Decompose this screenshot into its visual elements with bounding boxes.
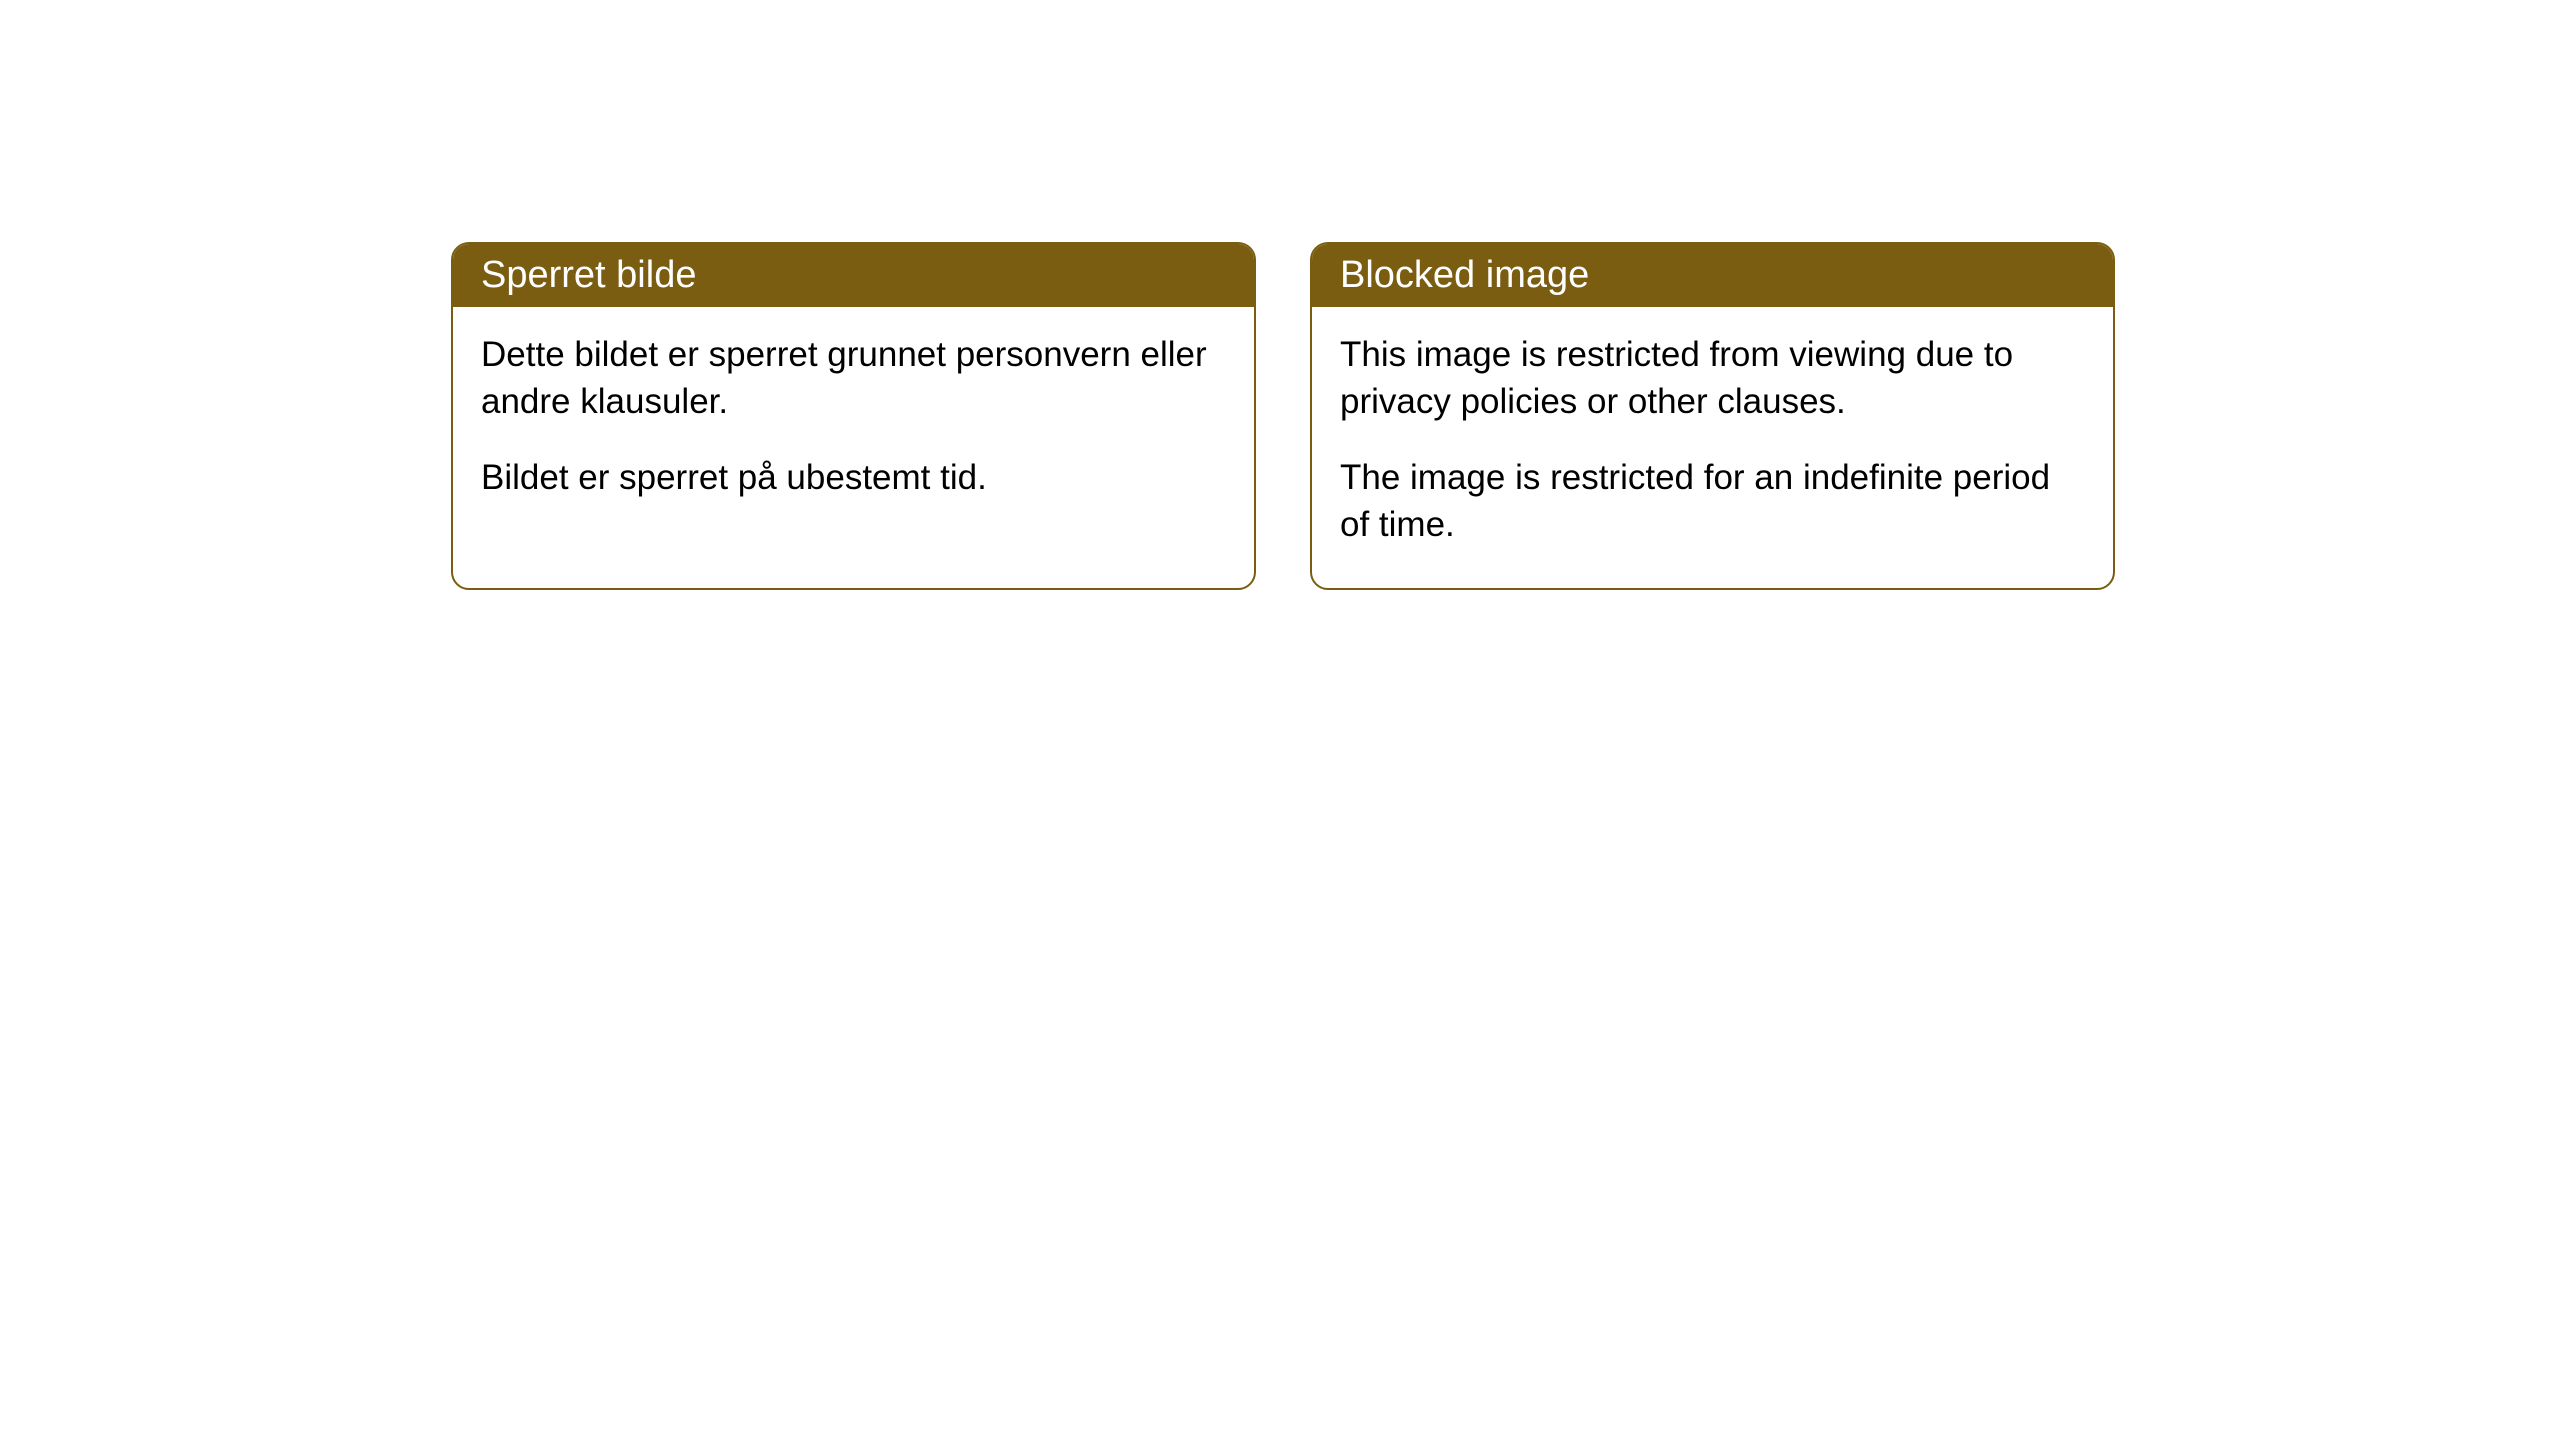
card-paragraph: Dette bildet er sperret grunnet personve… [481,331,1226,426]
card-header: Sperret bilde [453,244,1254,307]
card-paragraph: Bildet er sperret på ubestemt tid. [481,454,1226,501]
card-header: Blocked image [1312,244,2113,307]
card-paragraph: The image is restricted for an indefinit… [1340,454,2085,549]
cards-container: Sperret bilde Dette bildet er sperret gr… [451,242,2115,590]
card-paragraph: This image is restricted from viewing du… [1340,331,2085,426]
card-norwegian: Sperret bilde Dette bildet er sperret gr… [451,242,1256,590]
card-body: This image is restricted from viewing du… [1312,307,2113,588]
card-english: Blocked image This image is restricted f… [1310,242,2115,590]
card-body: Dette bildet er sperret grunnet personve… [453,307,1254,541]
